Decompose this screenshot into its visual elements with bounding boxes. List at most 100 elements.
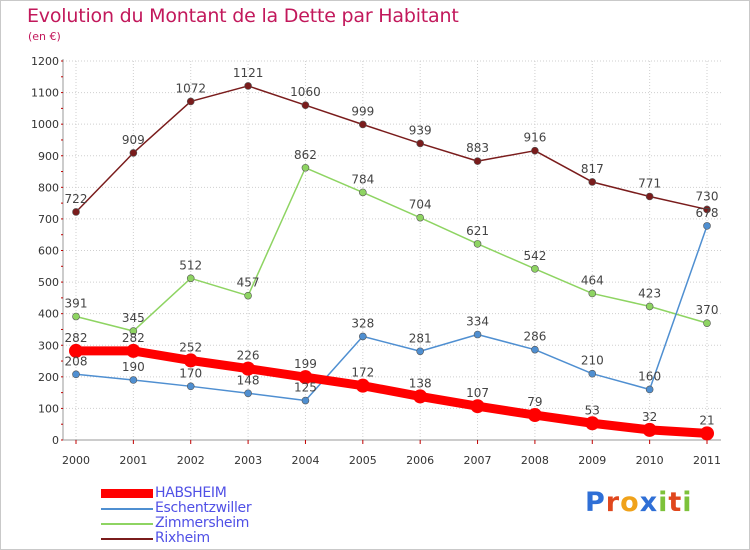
data-label: 138 xyxy=(409,376,432,390)
x-tick-label: 2003 xyxy=(234,454,262,467)
legend-label: Rixheim xyxy=(155,530,210,546)
x-tick-label: 2010 xyxy=(636,454,664,467)
x-tick-label: 2000 xyxy=(62,454,90,467)
data-point xyxy=(645,385,654,394)
data-point xyxy=(645,192,654,201)
data-point xyxy=(359,188,367,197)
data-point xyxy=(416,347,424,356)
x-tick-label: 2009 xyxy=(578,454,606,467)
data-label: 190 xyxy=(122,360,145,374)
y-tick-label: 600 xyxy=(38,245,59,258)
data-point xyxy=(129,149,138,157)
data-label: 125 xyxy=(294,381,317,395)
logo-letter: o xyxy=(620,487,640,518)
data-point xyxy=(645,302,654,311)
data-point xyxy=(416,139,424,148)
data-point xyxy=(588,289,597,298)
data-point xyxy=(72,312,80,321)
data-label: 252 xyxy=(179,340,202,354)
data-point xyxy=(703,205,711,214)
y-tick-label: 800 xyxy=(38,181,59,194)
data-label: 53 xyxy=(585,403,600,417)
data-label: 281 xyxy=(409,331,432,345)
data-point xyxy=(413,389,428,404)
data-label: 391 xyxy=(65,297,88,311)
x-tick-label: 2007 xyxy=(464,454,492,467)
data-point xyxy=(241,361,256,376)
data-point xyxy=(588,178,597,186)
logo-letter: P xyxy=(585,487,606,518)
data-labels: 282 282 252 226 199 172 138 107 79 53 32 21 208 190 17… xyxy=(65,66,719,427)
data-label: 916 xyxy=(523,131,546,145)
y-tick-label: 1200 xyxy=(31,55,59,68)
data-label: 210 xyxy=(581,354,604,368)
data-point xyxy=(642,422,657,437)
x-tick-label: 2001 xyxy=(119,454,147,467)
x-tick-label: 2004 xyxy=(291,454,319,467)
data-point xyxy=(359,332,367,341)
series-line-eschentzwiller xyxy=(75,225,708,402)
x-tick-label: 2005 xyxy=(349,454,377,467)
data-point xyxy=(244,82,252,90)
chart-subtitle: (en €) xyxy=(28,30,61,43)
y-tick-label: 1100 xyxy=(31,87,59,100)
y-tick-label: 1000 xyxy=(31,118,59,131)
data-label: 21 xyxy=(699,413,714,427)
legend-label: Eschentzwiller xyxy=(155,500,252,516)
y-tick-label: 200 xyxy=(38,371,59,384)
data-label: 208 xyxy=(65,354,88,368)
data-point xyxy=(186,274,195,283)
data-point xyxy=(126,343,141,358)
data-point xyxy=(359,120,367,129)
legend-label: HABSHEIM xyxy=(155,485,227,501)
legend-swatch xyxy=(101,522,153,525)
data-label: 730 xyxy=(696,189,719,203)
y-tick-label: 100 xyxy=(38,402,59,415)
data-point xyxy=(72,208,80,216)
logo-letter: i xyxy=(682,487,693,518)
logo-letter: r xyxy=(605,487,621,518)
data-point xyxy=(69,343,83,358)
y-axis-ticks: 0 100 200 300 400 500 600 700 800 900 1000 1100 1200 xyxy=(31,55,63,447)
y-tick-label: 0 xyxy=(52,434,59,447)
series-group xyxy=(69,82,714,441)
logo-letter: i xyxy=(658,487,669,518)
data-label: 199 xyxy=(294,357,317,371)
data-label: 328 xyxy=(351,316,374,330)
x-axis-ticks: 2000 2001 2002 2003 2004 2005 2006 2007 2008 2009… xyxy=(62,440,721,467)
data-point xyxy=(301,163,310,172)
series-line-zimmersheim xyxy=(75,167,708,332)
chart-title: Evolution du Montant de la Dette par Hab… xyxy=(27,5,459,27)
data-label: 1072 xyxy=(175,81,206,95)
data-point xyxy=(473,240,482,248)
data-point xyxy=(703,222,711,230)
data-label: 148 xyxy=(237,373,260,387)
data-label: 784 xyxy=(351,172,374,186)
x-tick-label: 2002 xyxy=(177,454,205,467)
data-label: 282 xyxy=(65,331,88,345)
legend-swatch xyxy=(101,537,153,540)
data-point xyxy=(473,330,482,339)
legend-label: Zimmersheim xyxy=(155,515,250,531)
data-label: 282 xyxy=(122,331,145,345)
data-point xyxy=(301,396,310,405)
data-label: 32 xyxy=(642,410,657,424)
y-tick-label: 400 xyxy=(38,308,59,321)
data-label: 817 xyxy=(581,162,604,176)
data-point xyxy=(129,376,138,384)
data-label: 771 xyxy=(638,176,661,190)
series-line-rixheim xyxy=(75,85,708,213)
data-point xyxy=(301,101,310,110)
y-tick-label: 500 xyxy=(38,276,59,289)
x-tick-label: 2011 xyxy=(693,454,721,467)
x-tick-label: 2006 xyxy=(406,454,434,467)
data-point xyxy=(700,426,714,441)
data-label: 621 xyxy=(466,224,489,238)
data-point xyxy=(186,97,195,106)
data-point xyxy=(244,291,252,300)
data-point xyxy=(703,319,711,327)
data-label: 345 xyxy=(122,311,145,325)
data-point xyxy=(473,157,482,165)
data-label: 1121 xyxy=(233,66,264,80)
